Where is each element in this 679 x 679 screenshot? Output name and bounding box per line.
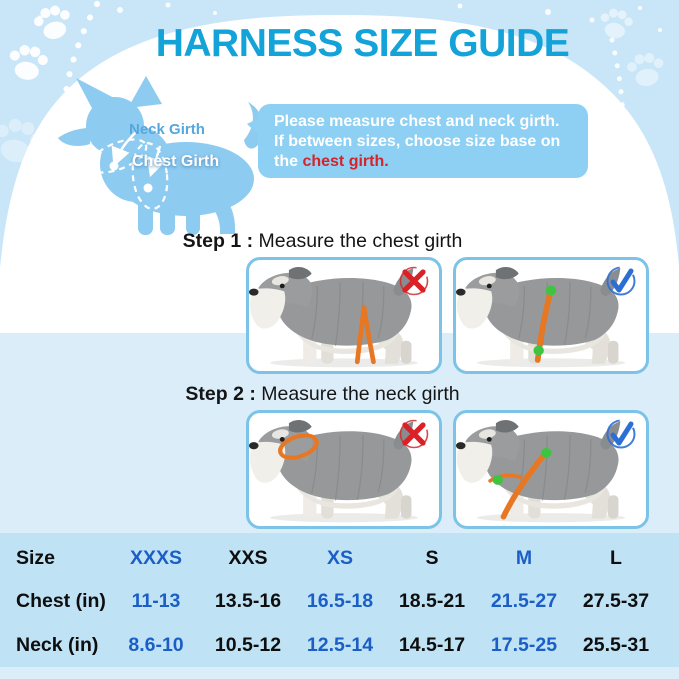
chest-value-s: 18.5-21 — [398, 590, 466, 613]
note-line-1: Please measure chest and neck girth. — [274, 113, 560, 130]
measuring-tape-overlay — [278, 433, 319, 460]
x-mark-icon — [396, 265, 432, 298]
dog-measuring-illustration — [58, 76, 263, 235]
size-col-s: S — [425, 547, 439, 570]
measuring-tape-overlay — [354, 304, 376, 365]
table-row-header-size: Size — [16, 547, 56, 570]
neck-value-l: 25.5-31 — [582, 633, 650, 656]
check-mark-icon — [603, 265, 639, 298]
table-row-header-neck: Neck (in) — [16, 633, 99, 656]
chihuahua-silhouette — [58, 76, 263, 235]
table-row-header-chest: Chest (in) — [16, 590, 106, 613]
photo-step1-correct — [453, 257, 649, 374]
photo-step1-wrong — [246, 257, 442, 374]
photo-step2-correct — [453, 410, 649, 529]
neck-girth-label: Neck Girth — [129, 121, 205, 138]
size-col-l: L — [610, 547, 622, 570]
neck-value-xs: 12.5-14 — [306, 633, 374, 656]
page-title: HARNESS SIZE GUIDE — [155, 22, 570, 65]
chest-value-xxxs: 11-13 — [131, 590, 181, 613]
measuring-tape-overlay — [533, 285, 557, 363]
chest-point-dot — [143, 183, 153, 193]
neck-value-xxs: 10.5-12 — [214, 633, 282, 656]
step-1-label: Step 1 : Measure the chest girth — [182, 230, 463, 252]
neck-point-dot — [109, 161, 119, 171]
chest-value-xxs: 13.5-16 — [214, 590, 282, 613]
dotted-arc-left — [60, 1, 100, 125]
dotted-arc-right — [609, 37, 626, 163]
chest-value-l: 27.5-37 — [582, 590, 650, 613]
step-2-label: Step 2 : Measure the neck girth — [185, 383, 460, 405]
photo-step2-wrong — [246, 410, 442, 529]
size-table: Size XXXS XXS XS S M L Chest (in) 11-13 … — [0, 533, 679, 667]
x-mark-icon — [396, 418, 432, 451]
check-mark-icon — [603, 418, 639, 451]
size-col-xxs: XXS — [228, 547, 268, 570]
size-col-m: M — [515, 547, 533, 570]
measuring-tape-overlay — [488, 447, 552, 520]
note-line-2: If between sizes, choose size base on — [274, 133, 561, 150]
neck-value-m: 17.5-25 — [490, 633, 558, 656]
note-line-3: the chest girth. — [274, 153, 389, 170]
size-col-xs: XS — [326, 547, 353, 570]
chest-girth-highlight: chest girth — [302, 153, 385, 170]
neck-value-s: 14.5-17 — [398, 633, 466, 656]
chest-value-m: 21.5-27 — [490, 590, 558, 613]
chest-arrow — [146, 145, 166, 178]
size-col-xxxs: XXXS — [129, 547, 183, 570]
chest-girth-label: Chest Girth — [132, 153, 220, 170]
chest-value-xs: 16.5-18 — [306, 590, 374, 613]
measure-note-bubble: Please measure chest and neck girth. If … — [247, 104, 588, 178]
neck-arrow — [111, 131, 137, 167]
neck-value-xxxs: 8.6-10 — [128, 633, 184, 656]
